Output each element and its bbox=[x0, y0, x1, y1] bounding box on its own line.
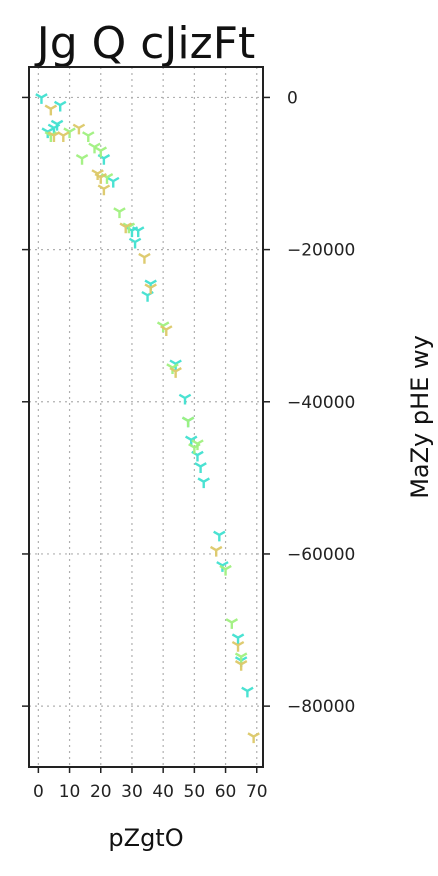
data-point bbox=[213, 530, 226, 542]
data-point bbox=[231, 633, 245, 645]
data-point bbox=[225, 618, 239, 629]
data-point bbox=[241, 686, 254, 698]
series-1 bbox=[35, 93, 254, 698]
data-point bbox=[88, 142, 101, 154]
data-point bbox=[119, 222, 132, 234]
x-tick-label: 40 bbox=[152, 782, 174, 802]
plot-frame bbox=[28, 66, 264, 768]
data-point bbox=[178, 393, 192, 405]
data-point bbox=[128, 237, 142, 249]
y-tick-label: −60000 bbox=[287, 545, 355, 565]
data-point bbox=[44, 104, 58, 116]
data-point bbox=[75, 154, 89, 165]
data-point bbox=[191, 439, 204, 451]
x-tick-label: 60 bbox=[215, 782, 237, 802]
data-point bbox=[197, 477, 210, 489]
y-tick-label: −40000 bbox=[287, 393, 355, 413]
grid-lines bbox=[29, 67, 263, 767]
data-point bbox=[131, 226, 145, 238]
data-point bbox=[194, 462, 207, 473]
data-point bbox=[247, 732, 260, 744]
data-point bbox=[106, 176, 120, 188]
axis-ticks: 0 10 20 30 40 50 60 70 0 −20000 −40000 −60000 −80000 bbox=[22, 88, 355, 802]
data-point bbox=[50, 119, 64, 131]
x-tick-label: 50 bbox=[184, 782, 206, 802]
data-point bbox=[35, 93, 48, 104]
x-tick-label: 0 bbox=[33, 782, 44, 802]
chart-title: Jg Q cJizFt bbox=[34, 18, 256, 69]
data-point bbox=[160, 325, 173, 336]
y-tick-label: −80000 bbox=[287, 697, 355, 717]
data-point bbox=[234, 652, 248, 664]
data-point bbox=[72, 123, 86, 135]
data-point bbox=[63, 127, 76, 139]
y-axis-label: MaZy pHE wy bbox=[406, 335, 434, 499]
data-point bbox=[53, 100, 67, 112]
data-point bbox=[169, 367, 182, 378]
series-2 bbox=[44, 127, 248, 664]
data-point bbox=[209, 545, 223, 557]
x-tick-label: 20 bbox=[90, 782, 112, 802]
data-point bbox=[57, 131, 70, 142]
data-point bbox=[138, 252, 151, 264]
data-point bbox=[82, 131, 95, 142]
data-point bbox=[234, 659, 248, 671]
x-tick-label: 70 bbox=[246, 782, 268, 802]
data-point bbox=[113, 207, 126, 219]
x-tick-label: 10 bbox=[59, 782, 81, 802]
x-axis-label: pZgtO bbox=[108, 824, 183, 852]
data-point bbox=[94, 146, 108, 158]
data-point bbox=[144, 283, 157, 295]
x-tick-label: 30 bbox=[121, 782, 143, 802]
data-point bbox=[181, 416, 195, 428]
data-point bbox=[231, 640, 245, 652]
data-point bbox=[94, 173, 108, 184]
data-point bbox=[97, 184, 111, 196]
data-point bbox=[219, 564, 232, 576]
series-3 bbox=[44, 104, 260, 744]
data-points bbox=[35, 93, 260, 744]
y-tick-label: −20000 bbox=[287, 241, 355, 261]
y-tick-label: 0 bbox=[287, 88, 298, 108]
